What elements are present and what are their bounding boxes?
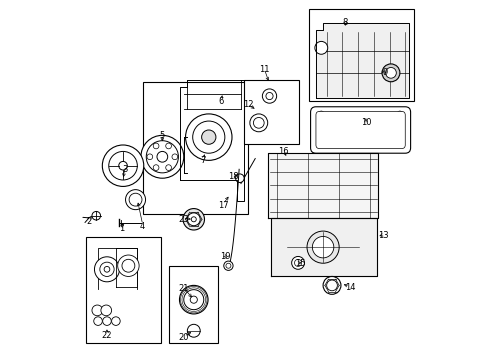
Circle shape [185, 114, 231, 160]
Circle shape [191, 217, 196, 222]
Circle shape [111, 317, 120, 325]
Circle shape [262, 89, 276, 103]
Text: 17: 17 [217, 201, 228, 210]
Circle shape [102, 145, 143, 186]
Circle shape [187, 213, 200, 226]
Circle shape [249, 114, 267, 132]
Text: 23: 23 [178, 215, 189, 224]
Circle shape [101, 305, 111, 316]
Circle shape [92, 211, 101, 220]
Circle shape [183, 208, 204, 230]
Text: 15: 15 [294, 260, 305, 269]
FancyBboxPatch shape [310, 107, 410, 153]
FancyBboxPatch shape [315, 111, 405, 149]
FancyBboxPatch shape [169, 266, 217, 342]
Circle shape [94, 257, 119, 282]
Circle shape [385, 67, 395, 78]
Circle shape [306, 231, 339, 263]
Circle shape [108, 152, 137, 180]
Circle shape [125, 190, 145, 210]
Circle shape [381, 64, 399, 82]
Text: 8: 8 [342, 18, 347, 27]
Text: 11: 11 [258, 65, 269, 74]
Circle shape [179, 285, 207, 314]
Circle shape [129, 193, 142, 206]
Text: 20: 20 [178, 333, 189, 342]
Circle shape [153, 165, 159, 171]
Circle shape [253, 117, 264, 128]
Text: 1: 1 [119, 224, 123, 233]
Circle shape [92, 305, 102, 316]
Circle shape [318, 141, 324, 147]
Text: 12: 12 [243, 100, 253, 109]
Text: 18: 18 [228, 172, 239, 181]
Text: 9: 9 [382, 68, 387, 77]
Polygon shape [267, 153, 378, 217]
Circle shape [192, 121, 224, 153]
Circle shape [122, 259, 135, 272]
Polygon shape [271, 217, 376, 276]
Circle shape [187, 324, 200, 337]
Circle shape [118, 255, 139, 276]
Text: 6: 6 [218, 97, 224, 106]
Circle shape [102, 317, 111, 325]
Circle shape [100, 262, 114, 276]
Circle shape [323, 276, 340, 294]
Circle shape [294, 259, 301, 266]
FancyBboxPatch shape [244, 80, 299, 144]
Circle shape [235, 174, 244, 183]
Circle shape [94, 317, 102, 325]
Text: 4: 4 [140, 222, 145, 231]
Text: 19: 19 [219, 252, 230, 261]
Circle shape [183, 290, 203, 310]
Circle shape [318, 111, 324, 117]
Text: 13: 13 [378, 231, 388, 240]
Circle shape [265, 93, 272, 100]
Circle shape [396, 141, 402, 147]
Circle shape [172, 154, 177, 159]
Circle shape [157, 152, 167, 162]
Circle shape [165, 143, 171, 149]
Circle shape [119, 161, 127, 170]
FancyBboxPatch shape [85, 237, 160, 342]
Circle shape [147, 154, 152, 159]
FancyBboxPatch shape [142, 82, 247, 214]
Circle shape [225, 263, 230, 268]
Text: 5: 5 [160, 131, 164, 140]
Circle shape [312, 237, 333, 258]
Circle shape [314, 41, 327, 54]
Circle shape [104, 266, 110, 272]
Text: 22: 22 [102, 331, 112, 340]
Circle shape [326, 280, 337, 291]
Circle shape [141, 135, 183, 178]
FancyBboxPatch shape [308, 9, 413, 102]
Text: 2: 2 [86, 217, 92, 226]
Circle shape [153, 143, 159, 149]
Text: 7: 7 [200, 156, 205, 165]
Polygon shape [315, 23, 408, 98]
Circle shape [396, 111, 402, 117]
Circle shape [165, 165, 171, 171]
Circle shape [224, 261, 233, 270]
Text: 14: 14 [344, 283, 354, 292]
Circle shape [201, 130, 216, 144]
Text: 21: 21 [178, 284, 189, 293]
Circle shape [291, 256, 304, 269]
Text: 16: 16 [278, 147, 288, 156]
Text: 10: 10 [360, 118, 370, 127]
Text: 3: 3 [122, 165, 127, 174]
Circle shape [190, 296, 197, 303]
Circle shape [146, 141, 178, 173]
